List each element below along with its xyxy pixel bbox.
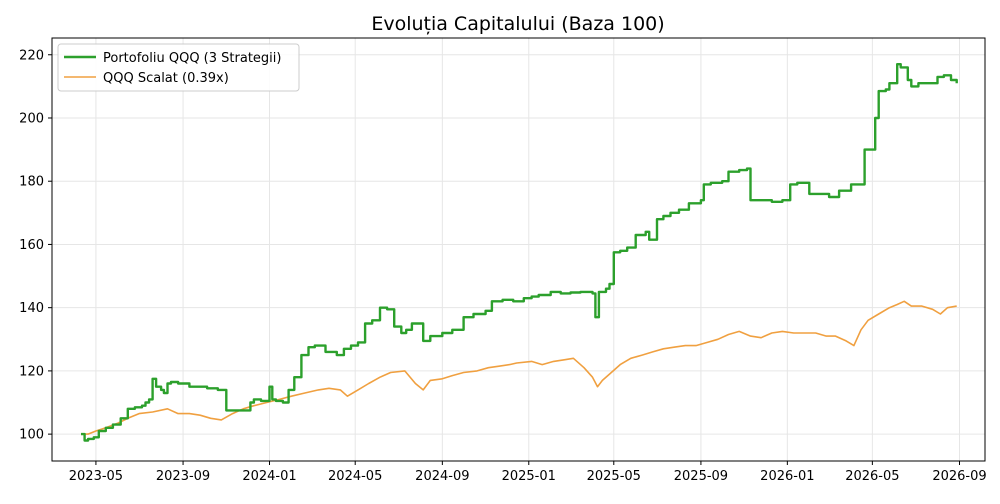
grid-layer (52, 38, 985, 461)
tick-layer: 100 120 140 160 180 200 220 2023-05 2023-09 2024-… (19, 48, 986, 484)
legend-box (57, 43, 300, 92)
y-tick-label: 100 (19, 428, 44, 443)
x-tick-label: 2026-09 (932, 469, 986, 484)
y-tick-label: 200 (19, 111, 44, 126)
legend-label-portofoliu: Portofoliu QQQ (3 Strategii) (103, 51, 281, 66)
x-tick-label: 2025-05 (587, 469, 641, 484)
series-line-portofoliu (81, 63, 958, 442)
x-tick-label: 2023-09 (156, 469, 210, 484)
x-tick-label: 2024-01 (242, 469, 296, 484)
x-tick-label: 2025-01 (502, 469, 556, 484)
chart-title: Evoluția Capitalului (Baza 100) (371, 13, 664, 35)
y-tick-label: 160 (19, 238, 44, 253)
y-tick-label: 140 (19, 301, 44, 316)
y-tick-label: 180 (19, 175, 44, 190)
plot-layer (81, 63, 958, 442)
x-tick-label: 2026-01 (760, 469, 814, 484)
x-tick-label: 2025-09 (674, 469, 728, 484)
legend: Portofoliu QQQ (3 Strategii) QQQ Scalat … (57, 43, 300, 92)
x-tick-label: 2026-05 (845, 469, 899, 484)
legend-label-qqq: QQQ Scalat (0.39x) (103, 71, 229, 86)
y-tick-label: 120 (19, 364, 44, 379)
x-tick-label: 2024-05 (328, 469, 382, 484)
series-line-qqq-scalat (81, 300, 957, 435)
x-tick-label: 2024-09 (415, 469, 469, 484)
y-tick-label: 220 (19, 48, 44, 63)
x-tick-label: 2023-05 (69, 469, 123, 484)
plot-frame (51, 37, 986, 462)
